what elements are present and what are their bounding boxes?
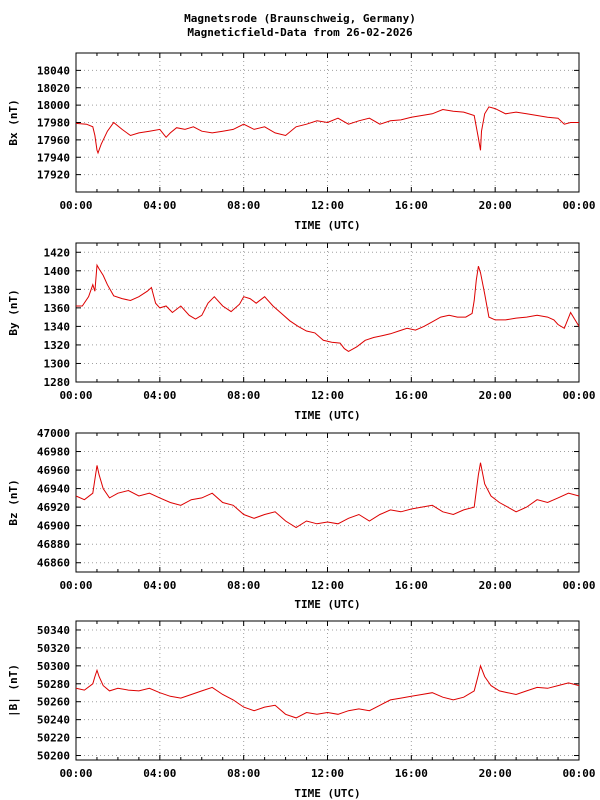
y-tick-label: 47000 — [37, 427, 70, 440]
x-tick-label: 00:00 — [562, 579, 595, 592]
y-tick-label: 1280 — [44, 376, 71, 389]
x-axis-label: TIME (UTC) — [294, 409, 360, 422]
x-tick-label: 04:00 — [143, 389, 176, 402]
y-tick-label: 46880 — [37, 538, 70, 551]
x-axis-label: TIME (UTC) — [294, 787, 360, 800]
y-tick-label: 46900 — [37, 520, 70, 533]
y-tick-label: 50320 — [37, 642, 70, 655]
x-axis-label: TIME (UTC) — [294, 598, 360, 611]
y-tick-label: 17920 — [37, 169, 70, 182]
x-tick-label: 20:00 — [479, 389, 512, 402]
x-tick-label: 20:00 — [479, 767, 512, 780]
y-tick-label: 50300 — [37, 660, 70, 673]
x-tick-label: 04:00 — [143, 579, 176, 592]
x-tick-label: 00:00 — [59, 389, 92, 402]
y-axis-label: |B| (nT) — [7, 664, 20, 717]
plot-frame — [75, 432, 580, 573]
y-tick-label: 18040 — [37, 64, 70, 77]
chart-title-block: Magnetsrode (Braunschweig, Germany) Magn… — [0, 12, 600, 40]
x-tick-label: 16:00 — [395, 579, 428, 592]
series-line — [75, 664, 580, 719]
x-tick-label: 00:00 — [59, 767, 92, 780]
chart-panel-2: 1280 1300 1320 1340 1360 1380 1400 1420 00:00 04:… — [7, 242, 596, 422]
x-tick-label: 16:00 — [395, 389, 428, 402]
x-tick-label: 08:00 — [227, 389, 260, 402]
y-axis-label: Bx (nT) — [7, 99, 20, 145]
y-tick-label: 46980 — [37, 446, 70, 459]
series-line — [76, 263, 580, 352]
x-tick-label: 00:00 — [59, 199, 92, 212]
chart-subtitle: Magneticfield-Data from 26-02-2026 — [187, 26, 413, 39]
x-tick-label: 08:00 — [227, 579, 260, 592]
y-tick-label: 50280 — [37, 678, 70, 691]
y-axis-label: Bz (nT) — [7, 479, 20, 525]
x-axis-label: TIME (UTC) — [294, 219, 360, 232]
y-axis-label: By (nT) — [7, 289, 20, 335]
y-tick-label: 1340 — [44, 320, 71, 333]
x-tick-label: 12:00 — [311, 199, 344, 212]
y-tick-label: 46860 — [37, 557, 70, 570]
x-tick-label: 00:00 — [59, 579, 92, 592]
y-tick-label: 18000 — [37, 99, 70, 112]
y-tick-label: 50340 — [37, 624, 70, 637]
x-tick-label: 16:00 — [395, 767, 428, 780]
y-tick-label: 46940 — [37, 483, 70, 496]
x-tick-label: 08:00 — [227, 199, 260, 212]
y-tick-label: 50200 — [37, 750, 70, 763]
x-tick-label: 12:00 — [311, 767, 344, 780]
y-tick-label: 1400 — [44, 265, 71, 278]
plot-frame — [75, 620, 580, 761]
x-tick-label: 16:00 — [395, 199, 428, 212]
x-tick-label: 12:00 — [311, 389, 344, 402]
chart-panel-3: 46860 46880 46900 46920 46940 46960 46980 47000… — [7, 427, 596, 611]
series-line — [75, 462, 580, 529]
y-tick-label: 46960 — [37, 464, 70, 477]
y-tick-label: 17960 — [37, 134, 70, 147]
x-tick-label: 00:00 — [562, 389, 595, 402]
y-tick-label: 1300 — [44, 357, 71, 370]
chart-panel-1: 17920 17940 17960 17980 18000 18020 18040 00:00… — [7, 52, 596, 232]
y-tick-label: 1320 — [44, 339, 71, 352]
x-tick-label: 04:00 — [143, 767, 176, 780]
y-tick-label: 50220 — [37, 732, 70, 745]
chart-title: Magnetsrode (Braunschweig, Germany) — [184, 12, 416, 25]
x-tick-label: 12:00 — [311, 579, 344, 592]
y-tick-label: 1420 — [44, 246, 71, 259]
y-tick-label: 17940 — [37, 151, 70, 164]
x-tick-label: 08:00 — [227, 767, 260, 780]
y-tick-label: 46920 — [37, 501, 70, 514]
y-tick-label: 17980 — [37, 117, 70, 130]
y-tick-label: 1360 — [44, 302, 71, 315]
x-tick-label: 00:00 — [562, 199, 595, 212]
chart-panel-4: 50200 50220 50240 50260 50280 50300 50320 50340… — [7, 620, 596, 800]
x-tick-label: 20:00 — [479, 199, 512, 212]
y-tick-label: 50260 — [37, 696, 70, 709]
y-tick-label: 18020 — [37, 82, 70, 95]
series-line — [75, 106, 579, 155]
y-tick-label: 50240 — [37, 714, 70, 727]
plot-frame — [75, 242, 580, 383]
x-tick-label: 20:00 — [479, 579, 512, 592]
x-tick-label: 04:00 — [143, 199, 176, 212]
y-tick-label: 1380 — [44, 283, 71, 296]
x-tick-label: 00:00 — [562, 767, 595, 780]
